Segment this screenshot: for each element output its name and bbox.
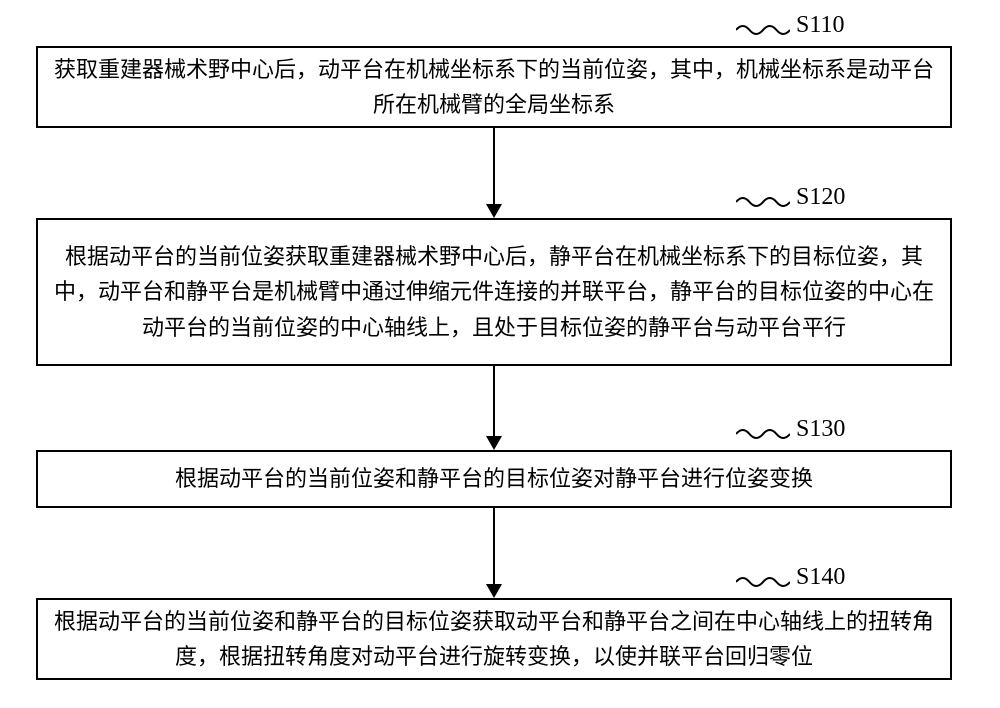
flow-arrow — [493, 128, 495, 204]
flow-box-s120: 根据动平台的当前位姿获取重建器械术野中心后，静平台在机械坐标系下的目标位姿，其中… — [36, 218, 952, 366]
step-label-l110: S110 — [796, 12, 844, 39]
step-label-l130: S130 — [796, 416, 845, 443]
flow-box-s140: 根据动平台的当前位姿和静平台的目标位姿获取动平台和静平台之间在中心轴线上的扭转角… — [36, 598, 952, 680]
flow-box-s130: 根据动平台的当前位姿和静平台的目标位姿对静平台进行位姿变换 — [36, 450, 952, 508]
flow-box-s110: 获取重建器械术野中心后，动平台在机械坐标系下的当前位姿，其中，机械坐标系是动平台… — [36, 46, 952, 128]
callout-squiggle — [736, 22, 790, 38]
flow-arrow-head — [486, 204, 502, 218]
flow-arrow-head — [486, 584, 502, 598]
flow-box-text: 根据动平台的当前位姿和静平台的目标位姿获取动平台和静平台之间在中心轴线上的扭转角… — [38, 604, 950, 674]
flow-arrow — [493, 508, 495, 584]
flow-arrow — [493, 366, 495, 436]
callout-squiggle — [736, 426, 790, 442]
callout-squiggle — [736, 194, 790, 210]
callout-squiggle — [736, 574, 790, 590]
step-label-l140: S140 — [796, 564, 845, 591]
flow-box-text: 根据动平台的当前位姿和静平台的目标位姿对静平台进行位姿变换 — [38, 461, 950, 496]
flow-box-text: 根据动平台的当前位姿获取重建器械术野中心后，静平台在机械坐标系下的目标位姿，其中… — [38, 239, 950, 345]
flow-box-text: 获取重建器械术野中心后，动平台在机械坐标系下的当前位姿，其中，机械坐标系是动平台… — [38, 52, 950, 122]
step-label-l120: S120 — [796, 184, 845, 211]
flowchart-canvas: 获取重建器械术野中心后，动平台在机械坐标系下的当前位姿，其中，机械坐标系是动平台… — [0, 0, 1000, 708]
flow-arrow-head — [486, 436, 502, 450]
